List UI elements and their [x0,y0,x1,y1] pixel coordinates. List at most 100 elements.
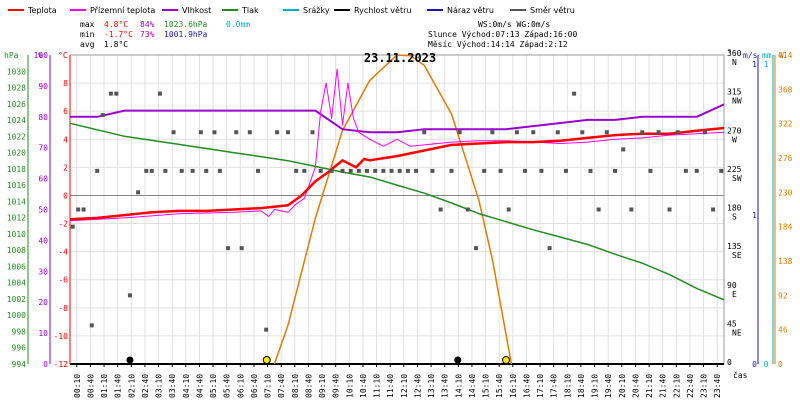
x-tick-label: 20:10 [618,374,627,398]
wind-direction-point [356,168,361,173]
hpa-tick-label: 1006 [7,262,26,271]
x-tick-label: 13:10 [427,374,436,398]
hpa-tick-label: 1016 [7,181,26,190]
wind-direction-point [212,130,217,135]
wind-direction-point [531,130,536,135]
wind-direction-point [490,130,495,135]
x-tick-label: 00:10 [73,374,82,398]
wind-direction-point [95,168,100,173]
wind-direction-point [702,130,707,135]
wind-direction-point [457,130,462,135]
solar-tick-label: 0 [778,360,783,369]
wind-direction-point [596,207,601,212]
stat-label: min [80,30,95,39]
x-tick-label: 06:10 [236,374,245,398]
x-tick-label: 09:10 [318,374,327,398]
x-tick-label: 19:10 [591,374,600,398]
x-tick-label: 05:10 [209,374,218,398]
ms-tick-top: 1 [752,60,757,69]
wind-direction-point [318,168,323,173]
stat-label: max [80,20,95,29]
temp-tick-label: -12 [54,360,69,369]
x-axis-label: čas [733,370,748,380]
deg-direction-label: W [732,135,737,144]
hpa-tick-label: 1024 [7,116,26,125]
hpa-tick-label: 1010 [7,230,26,239]
x-tick-label: 23:10 [700,374,709,398]
hpa-tick-label: 1008 [7,246,26,255]
wind-direction-point [422,130,427,135]
x-tick-label: 15:40 [495,374,504,398]
pct-tick-label: 90 [38,82,48,91]
x-tick-label: 18:40 [577,374,586,398]
x-tick-label: 17:40 [550,374,559,398]
deg-tick-label: 315 [727,88,742,97]
x-tick-label: 18:10 [563,374,572,398]
deg-tick-label: 90 [727,281,737,290]
x-tick-label: 22:10 [672,374,681,398]
wind-direction-point [198,130,203,135]
hpa-tick-label: 1020 [7,149,26,158]
solar-tick-label: 276 [778,154,793,163]
hpa-tick-label: 996 [12,344,27,353]
wind-direction-point [656,130,661,135]
temp-tick-label: 8 [63,79,68,88]
deg-tick-label: 225 [727,165,742,174]
wind-direction-point [719,168,724,173]
pct-tick-label: 40 [38,236,48,245]
stat-label: avg [80,40,95,49]
hpa-tick-label: 1012 [7,214,26,223]
deg-unit: ° [727,48,732,57]
x-tick-label: 11:40 [386,374,395,398]
x-tick-label: 12:40 [413,374,422,398]
wind-direction-point [580,130,585,135]
wind-direction-point [234,130,239,135]
deg-tick-label: 45 [727,319,737,328]
solar-tick-label: 92 [778,291,788,300]
wind-direction-point [555,130,560,135]
wind-direction-point [629,207,634,212]
ms-tick-bottom: 0 [752,360,757,369]
wind-direction-point [100,113,105,118]
wind-direction-point [563,168,568,173]
solar-tick-label: 46 [778,326,788,335]
wind-direction-point [667,207,672,212]
x-tick-label: 03:10 [155,374,164,398]
x-tick-label: 08:40 [304,374,313,398]
pct-tick-label: 50 [38,206,48,215]
pct-tick-label: 60 [38,175,48,184]
pct-tick-label: 70 [38,144,48,153]
wind-direction-point [226,246,231,251]
x-tick-label: 17:10 [536,374,545,398]
wind-direction-point [397,168,402,173]
hpa-tick-label: 1026 [7,100,26,109]
pct-unit: % [38,51,43,60]
hpa-tick-label: 1028 [7,84,26,93]
wind-direction-point [474,246,479,251]
wind-direction-point [465,207,470,212]
solar-tick-label: 322 [778,120,793,129]
x-tick-label: 21:10 [645,374,654,398]
axes: hPa1030102810261024102210201018101610141… [4,48,793,380]
x-tick-label: 04:10 [182,374,191,398]
x-tick-label: 00:40 [86,374,95,398]
mm-unit: mm [762,51,772,60]
ms-tick-mid: 1 [752,211,757,220]
temp-tick-label: 2 [63,163,68,172]
stat-max-temp: 4.8°C [104,20,128,29]
legend-label: Náraz větru [447,6,494,15]
pct-tick-label: 30 [38,267,48,276]
stat-max-press: 1023.6hPa [164,20,208,29]
wind-direction-point [144,168,149,173]
wind-direction-point [149,168,154,173]
wind-direction-point [694,168,699,173]
x-tick-label: 03:40 [168,374,177,398]
wind-direction-point [547,246,552,251]
pct-tick-label: 20 [38,298,48,307]
deg-direction-label: E [732,290,737,299]
x-tick-label: 08:10 [291,374,300,398]
deg-direction-label: S [732,213,737,222]
deg-tick-label: 180 [727,204,742,213]
